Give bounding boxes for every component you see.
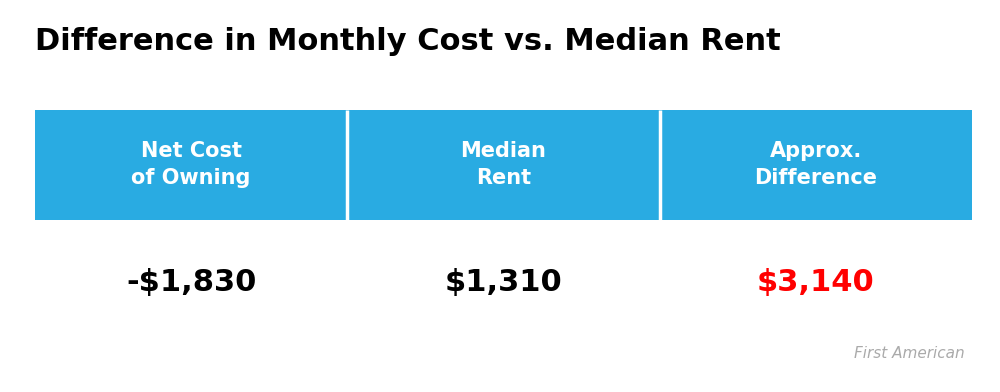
Text: Difference in Monthly Cost vs. Median Rent: Difference in Monthly Cost vs. Median Re… xyxy=(35,27,781,56)
Text: $3,140: $3,140 xyxy=(757,268,875,297)
Text: Net Cost
of Owning: Net Cost of Owning xyxy=(131,142,251,188)
Text: First American: First American xyxy=(854,346,965,361)
Text: -$1,830: -$1,830 xyxy=(126,268,256,297)
Text: $1,310: $1,310 xyxy=(445,268,562,297)
FancyBboxPatch shape xyxy=(35,110,972,220)
Text: Approx.
Difference: Approx. Difference xyxy=(754,142,877,188)
Text: Median
Rent: Median Rent xyxy=(461,142,546,188)
